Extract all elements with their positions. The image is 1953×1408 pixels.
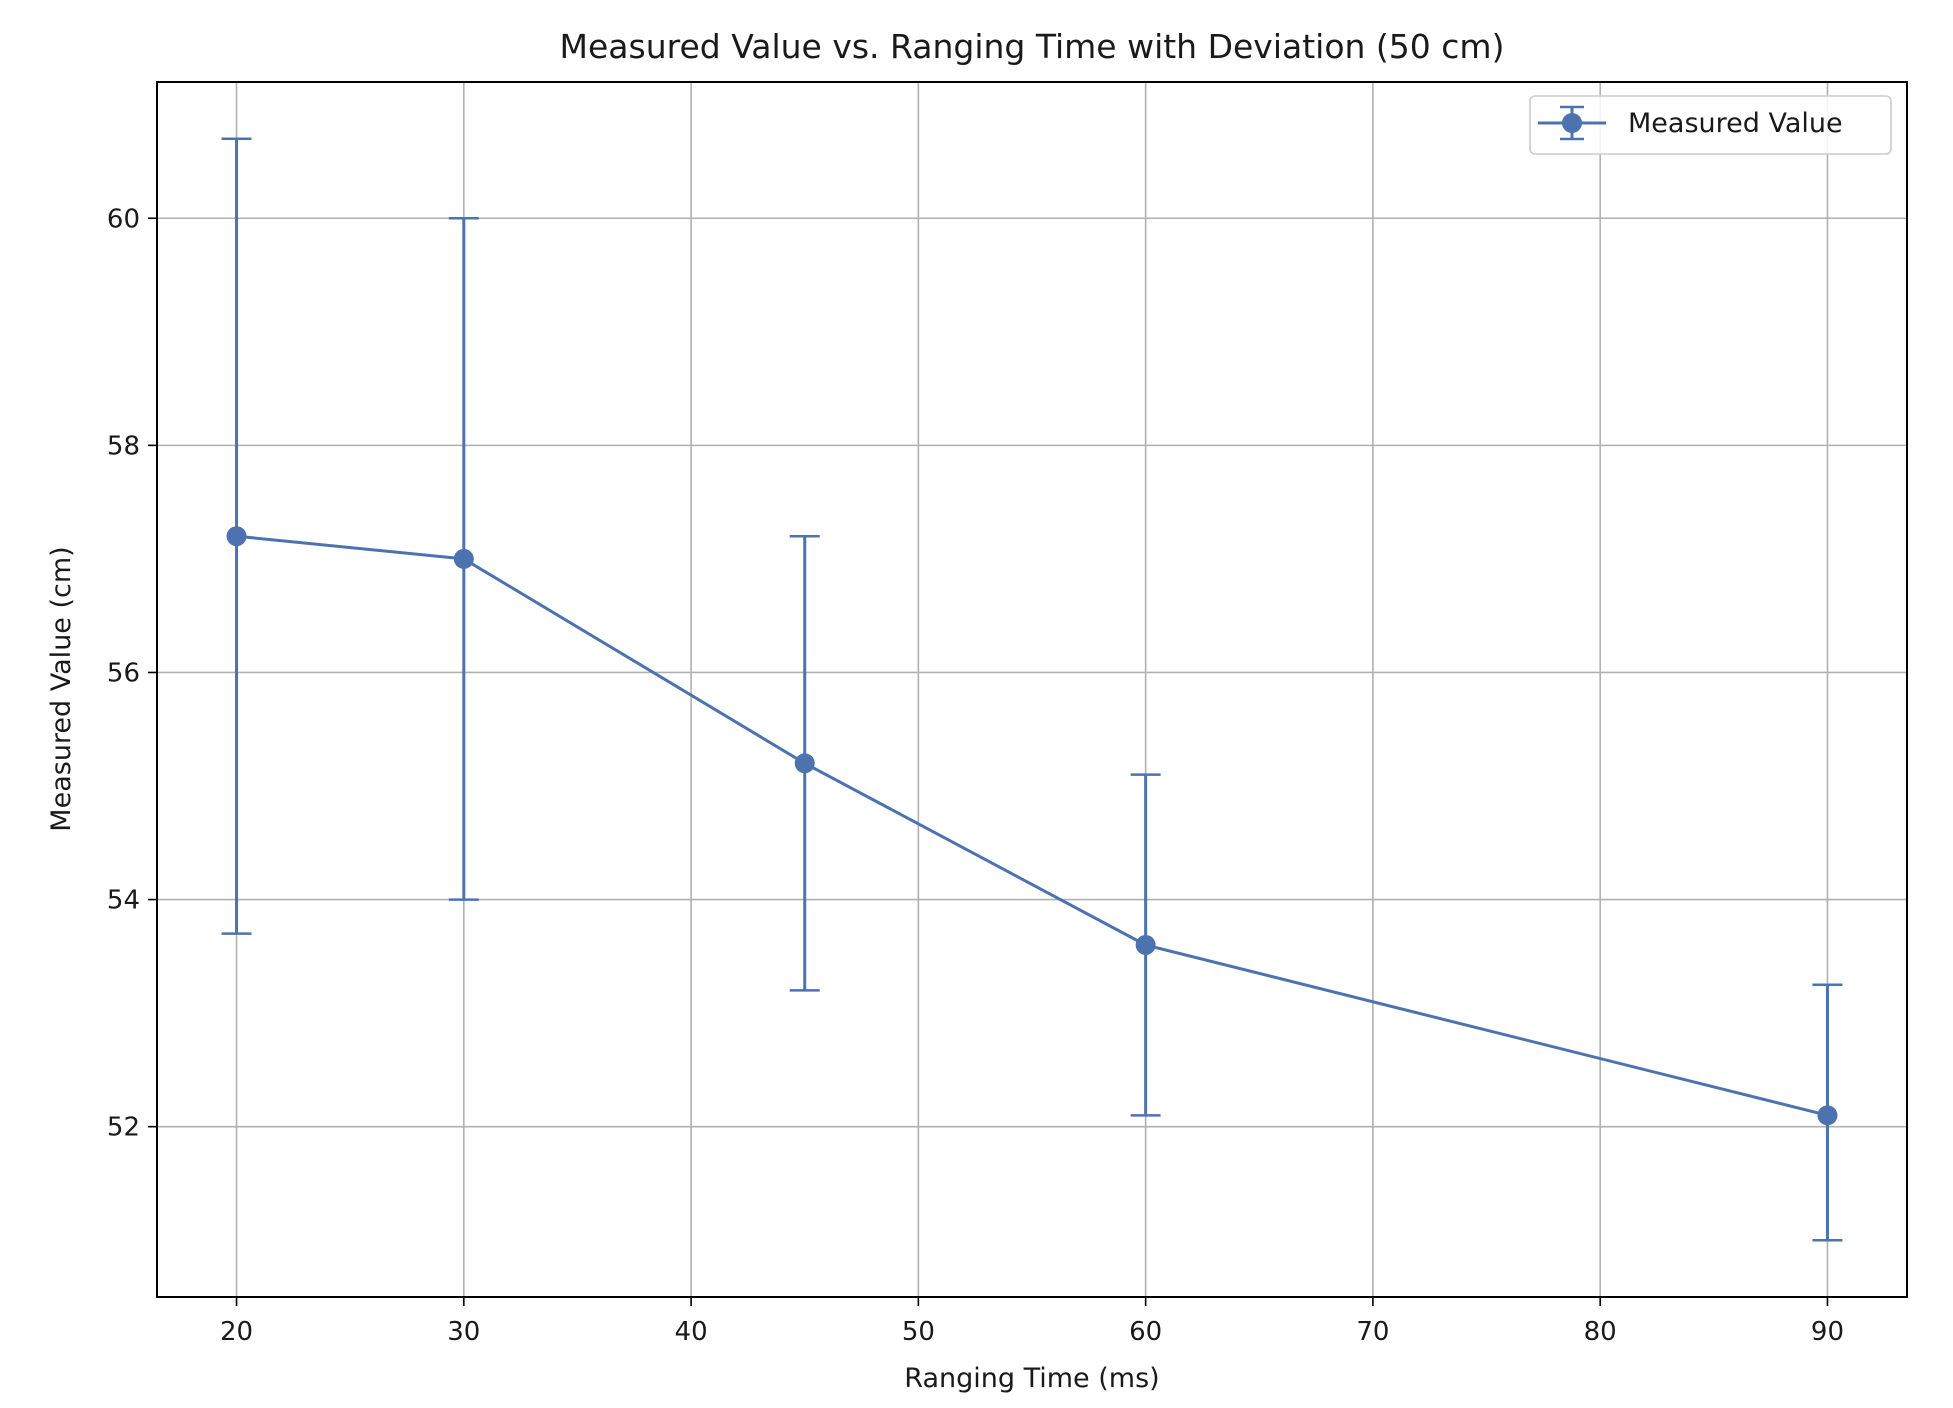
x-tick-label: 50	[902, 1317, 935, 1347]
x-tick-label: 30	[447, 1317, 480, 1347]
y-axis-ticks: 52 54 56 58 60	[107, 204, 157, 1143]
y-axis-label: Measured Value (cm)	[46, 546, 77, 831]
y-tick-label: 54	[107, 886, 140, 916]
legend-box	[1529, 95, 1892, 155]
legend-label: Measured Value	[1628, 108, 1843, 139]
data-point	[453, 548, 474, 569]
plot-frame	[156, 81, 1908, 1298]
y-tick-label: 56	[107, 658, 140, 688]
x-axis-ticks: 20 30 40 50 60 70 80 90	[220, 1297, 1844, 1347]
legend: Measured Value	[1529, 95, 1892, 155]
y-tick-label: 60	[107, 204, 140, 234]
x-tick-label: 20	[220, 1317, 253, 1347]
legend-marker	[1562, 113, 1582, 133]
series-line	[236, 534, 1828, 1117]
x-tick-label: 80	[1584, 1317, 1617, 1347]
y-tick-label: 52	[107, 1113, 140, 1143]
chart-title: Measured Value vs. Ranging Time with Dev…	[560, 27, 1505, 66]
grid	[157, 82, 1907, 1297]
x-tick-label: 40	[675, 1317, 708, 1347]
x-axis-label: Ranging Time (ms)	[904, 1363, 1159, 1394]
series-layer	[221, 137, 1843, 1242]
x-tick-label: 60	[1129, 1317, 1162, 1347]
y-tick-label: 58	[107, 431, 140, 461]
x-tick-label: 70	[1356, 1317, 1389, 1347]
data-point	[1135, 934, 1156, 955]
x-tick-label: 90	[1811, 1317, 1844, 1347]
data-point	[794, 753, 815, 774]
data-point	[1817, 1105, 1838, 1126]
data-point	[226, 526, 247, 547]
